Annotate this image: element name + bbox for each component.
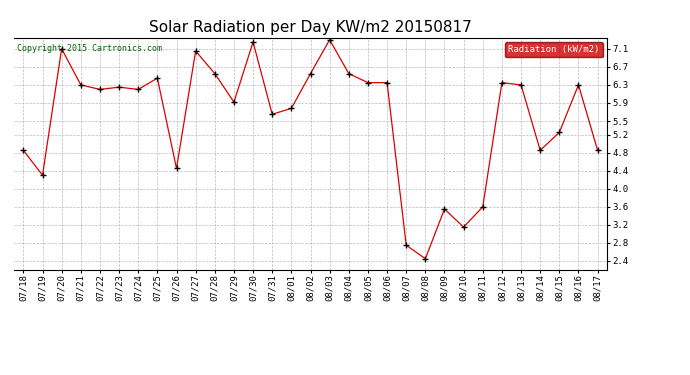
Title: Solar Radiation per Day KW/m2 20150817: Solar Radiation per Day KW/m2 20150817 bbox=[149, 20, 472, 35]
Radiation (kW/m2) bbox=[210, 71, 219, 76]
Radiation (kW/m2) bbox=[344, 71, 353, 76]
Radiation (kW/m2) bbox=[497, 80, 506, 85]
Radiation (kW/m2) bbox=[517, 82, 525, 87]
Radiation (kW/m2) bbox=[555, 130, 564, 135]
Radiation (kW/m2) bbox=[115, 85, 124, 89]
Radiation (kW/m2) bbox=[19, 148, 28, 153]
Radiation (kW/m2) bbox=[268, 112, 277, 117]
Radiation (kW/m2) bbox=[287, 106, 295, 111]
Radiation (kW/m2) bbox=[192, 49, 200, 53]
Radiation (kW/m2) bbox=[440, 207, 449, 211]
Radiation (kW/m2) bbox=[402, 243, 411, 248]
Radiation (kW/m2) bbox=[96, 87, 104, 92]
Radiation (kW/m2) bbox=[364, 80, 372, 85]
Radiation (kW/m2) bbox=[153, 76, 161, 80]
Radiation (kW/m2) bbox=[230, 100, 238, 104]
Radiation (kW/m2) bbox=[249, 40, 257, 44]
Legend: Radiation (kW/m2): Radiation (kW/m2) bbox=[505, 42, 602, 57]
Radiation (kW/m2) bbox=[536, 148, 544, 153]
Radiation (kW/m2) bbox=[306, 71, 315, 76]
Radiation (kW/m2) bbox=[421, 256, 429, 261]
Radiation (kW/m2) bbox=[574, 82, 582, 87]
Radiation (kW/m2) bbox=[57, 46, 66, 51]
Line: Radiation (kW/m2): Radiation (kW/m2) bbox=[21, 37, 600, 261]
Radiation (kW/m2) bbox=[593, 148, 602, 153]
Text: Copyright 2015 Cartronics.com: Copyright 2015 Cartronics.com bbox=[17, 45, 161, 54]
Radiation (kW/m2) bbox=[172, 166, 181, 171]
Radiation (kW/m2) bbox=[77, 82, 85, 87]
Radiation (kW/m2) bbox=[134, 87, 142, 92]
Radiation (kW/m2) bbox=[39, 173, 47, 177]
Radiation (kW/m2) bbox=[383, 80, 391, 85]
Radiation (kW/m2) bbox=[326, 38, 334, 42]
Radiation (kW/m2) bbox=[479, 204, 487, 209]
Radiation (kW/m2) bbox=[460, 225, 468, 230]
